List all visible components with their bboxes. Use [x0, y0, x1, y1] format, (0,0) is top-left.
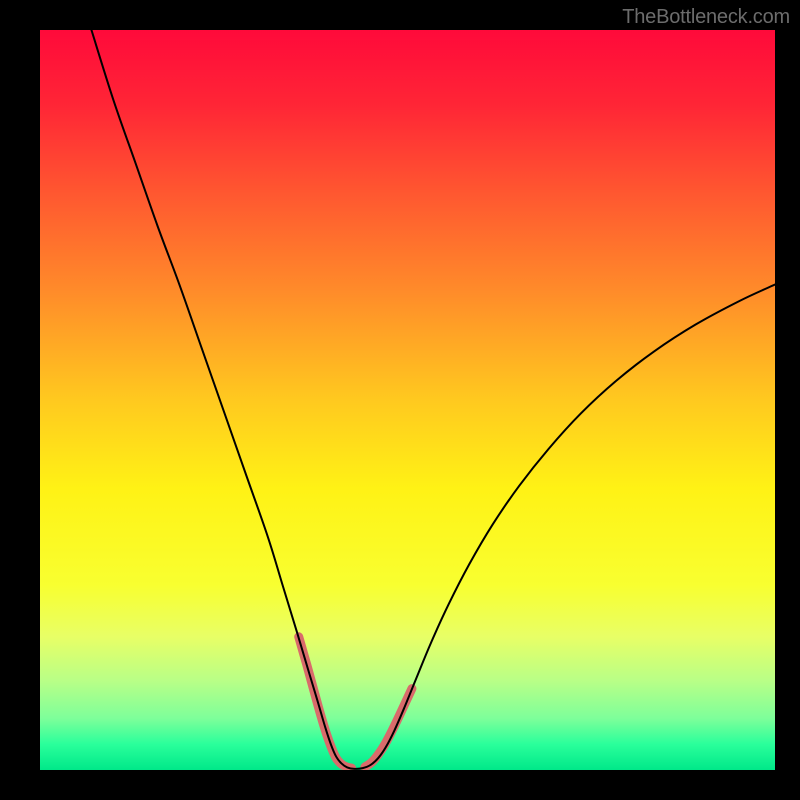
chart-container: TheBottleneck.com [0, 0, 800, 800]
gradient-background [40, 30, 775, 770]
bottleneck-plot [40, 30, 775, 770]
watermark-label: TheBottleneck.com [622, 6, 790, 29]
